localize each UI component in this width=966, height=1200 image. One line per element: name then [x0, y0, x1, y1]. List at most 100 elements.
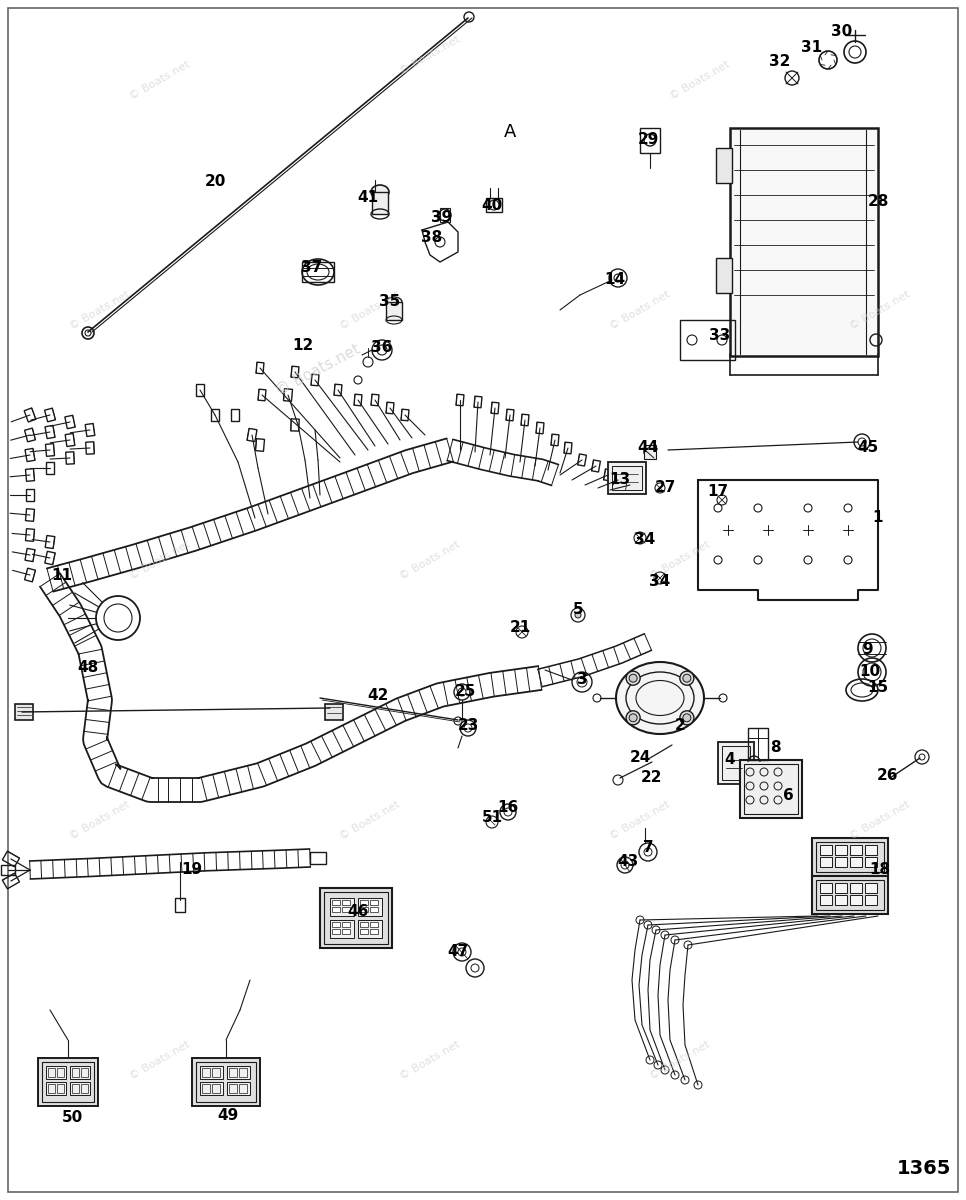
Text: 17: 17 — [707, 485, 728, 499]
Bar — [330, 898, 354, 916]
Circle shape — [96, 596, 140, 640]
Bar — [200, 1066, 223, 1079]
Text: 27: 27 — [654, 480, 675, 496]
Text: 50: 50 — [62, 1110, 83, 1126]
Bar — [850, 845, 862, 854]
Circle shape — [575, 612, 581, 618]
Bar — [370, 907, 378, 912]
Text: 8: 8 — [770, 740, 781, 756]
Bar — [816, 880, 884, 910]
Bar — [302, 262, 334, 282]
Bar — [370, 922, 378, 926]
Bar — [81, 1084, 88, 1093]
Ellipse shape — [616, 662, 704, 734]
Text: 11: 11 — [51, 568, 72, 582]
Bar — [644, 445, 656, 458]
Bar — [320, 888, 392, 948]
Bar — [440, 208, 450, 222]
Bar — [820, 895, 832, 905]
Bar — [486, 198, 502, 212]
Bar — [227, 1082, 250, 1094]
Circle shape — [629, 714, 638, 721]
Text: 40: 40 — [481, 198, 502, 212]
Text: 19: 19 — [182, 863, 203, 877]
Text: 25: 25 — [454, 684, 475, 700]
Bar — [332, 900, 340, 905]
Bar — [748, 728, 768, 760]
Text: 2: 2 — [674, 718, 685, 732]
Text: 28: 28 — [867, 194, 889, 210]
Bar — [386, 302, 402, 320]
Text: 23: 23 — [457, 718, 479, 732]
Text: 5: 5 — [573, 602, 583, 618]
Text: 1365: 1365 — [896, 1158, 952, 1177]
Bar — [816, 842, 884, 872]
Text: 43: 43 — [617, 854, 639, 870]
Bar — [372, 192, 388, 214]
Bar — [865, 895, 877, 905]
Text: 31: 31 — [802, 41, 823, 55]
Text: 38: 38 — [421, 230, 442, 246]
Circle shape — [680, 710, 694, 725]
Bar — [229, 1084, 237, 1093]
Text: 45: 45 — [858, 440, 879, 456]
Text: © Boats.net: © Boats.net — [398, 1039, 462, 1081]
Text: 15: 15 — [867, 680, 889, 696]
Bar — [332, 907, 340, 912]
Text: 30: 30 — [832, 24, 853, 40]
Text: 16: 16 — [497, 800, 519, 816]
Text: 34: 34 — [635, 533, 656, 547]
Bar — [680, 320, 735, 360]
Bar — [342, 922, 350, 926]
Bar — [608, 462, 646, 494]
Bar — [72, 1084, 79, 1093]
Text: © Boats.net: © Boats.net — [128, 1039, 192, 1081]
Bar — [212, 1084, 220, 1093]
Bar — [716, 258, 732, 293]
Text: A: A — [504, 122, 516, 140]
Bar — [835, 845, 847, 854]
Bar — [229, 1068, 237, 1078]
Text: 32: 32 — [769, 54, 791, 70]
Text: © Boats.net: © Boats.net — [69, 799, 132, 841]
Bar — [72, 1068, 79, 1078]
Text: © Boats.net: © Boats.net — [128, 539, 192, 581]
Bar — [239, 1084, 247, 1093]
Bar — [332, 929, 340, 934]
Bar — [865, 845, 877, 854]
Bar — [202, 1068, 210, 1078]
Bar — [360, 900, 368, 905]
Bar — [325, 704, 343, 720]
Bar — [744, 764, 798, 814]
Text: © Boats.net: © Boats.net — [648, 1039, 712, 1081]
Text: © Boats.net: © Boats.net — [338, 289, 402, 331]
Text: 47: 47 — [447, 944, 469, 960]
Bar — [358, 898, 382, 916]
Bar — [812, 838, 888, 876]
Text: © Boats.net: © Boats.net — [668, 59, 732, 101]
Circle shape — [629, 674, 638, 683]
Text: 49: 49 — [217, 1108, 239, 1122]
Bar — [612, 466, 642, 490]
Bar — [718, 742, 754, 784]
Bar — [850, 883, 862, 893]
Bar — [15, 704, 33, 720]
Bar — [202, 1084, 210, 1093]
Bar — [835, 857, 847, 866]
Text: 6: 6 — [782, 787, 793, 803]
Bar — [81, 1068, 88, 1078]
Bar — [70, 1066, 90, 1079]
Text: 34: 34 — [649, 575, 670, 589]
Bar — [38, 1058, 98, 1106]
Text: 14: 14 — [605, 272, 626, 288]
Text: 48: 48 — [77, 660, 99, 676]
Bar — [227, 1066, 250, 1079]
Bar — [812, 876, 888, 914]
Text: © Boats.net: © Boats.net — [398, 539, 462, 581]
Bar — [370, 929, 378, 934]
Text: © Boats.net: © Boats.net — [609, 289, 672, 331]
Text: 35: 35 — [380, 294, 401, 310]
Text: © Boats.net: © Boats.net — [848, 799, 912, 841]
Bar — [835, 895, 847, 905]
Bar — [342, 900, 350, 905]
